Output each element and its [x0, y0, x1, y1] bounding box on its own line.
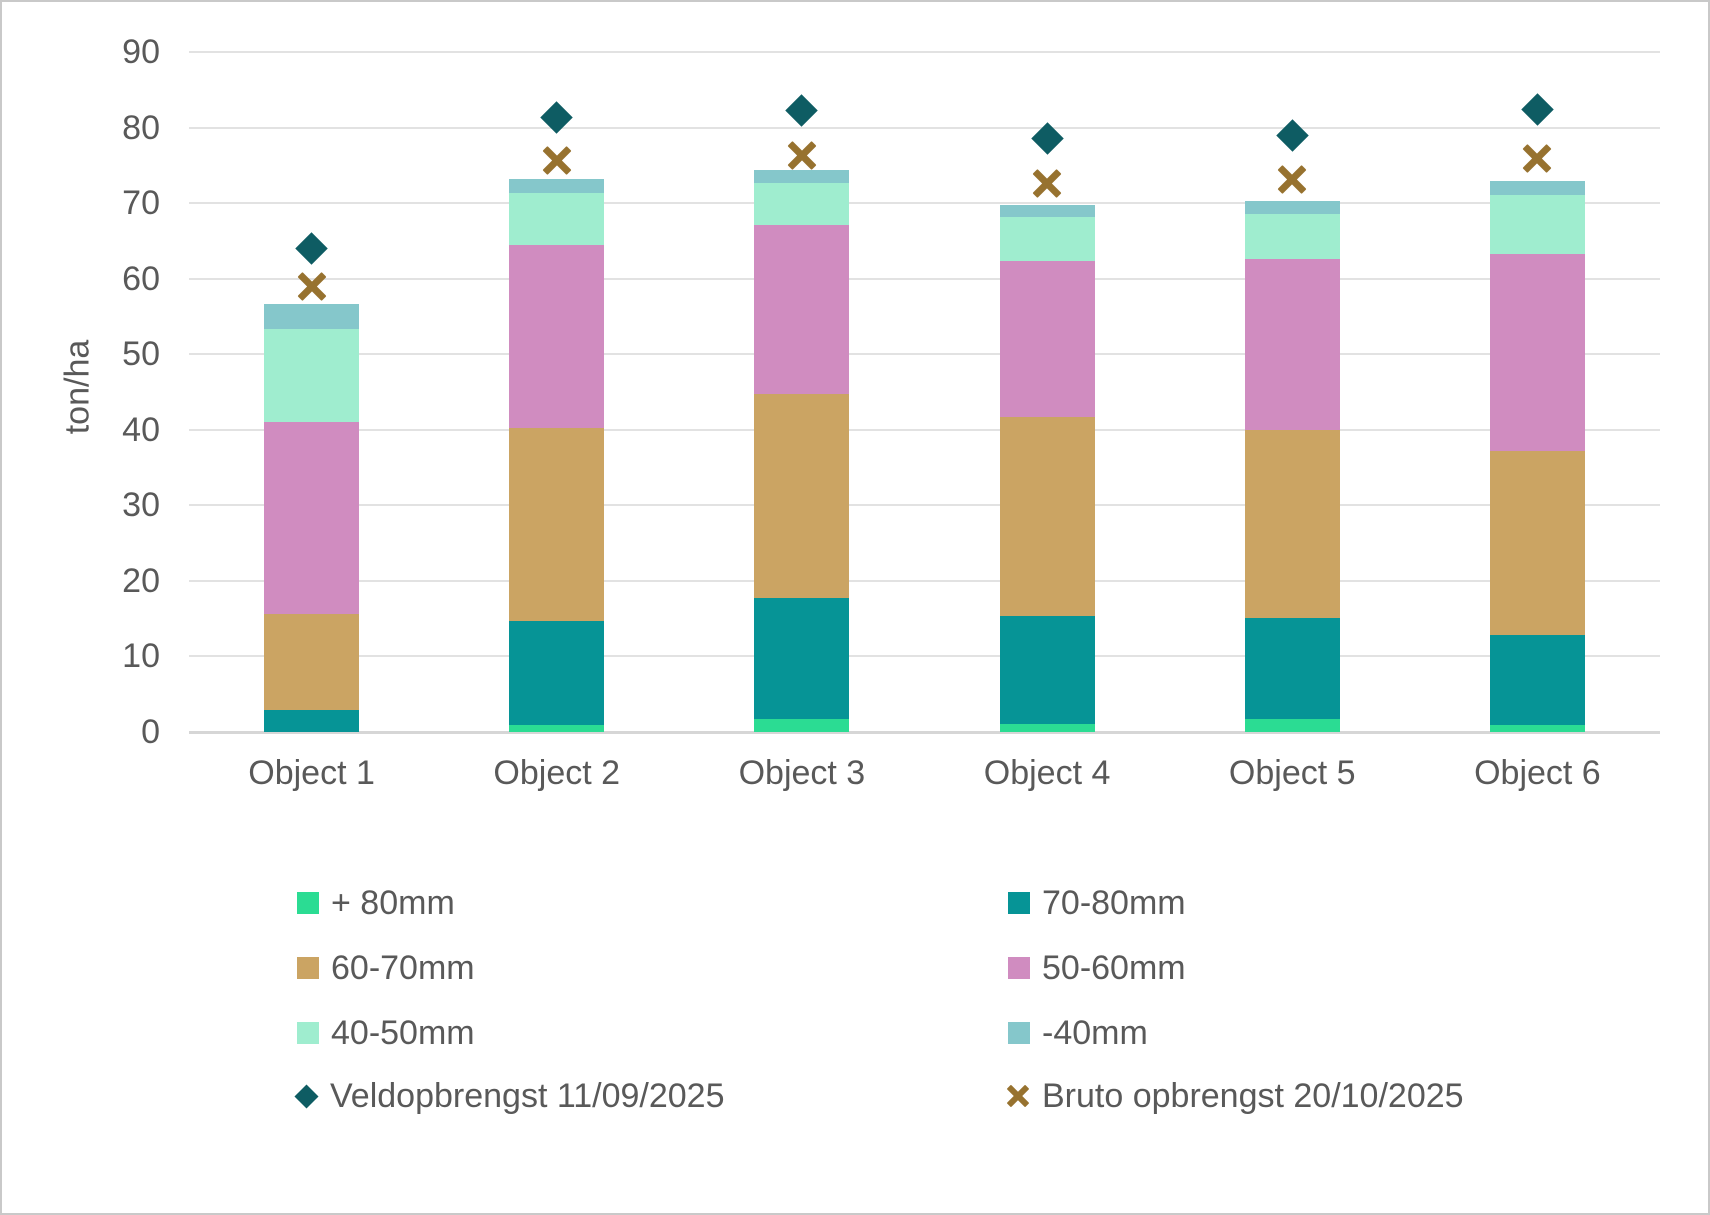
legend-label-plus80: + 80mm [331, 883, 455, 922]
bar-segment-70-80mm-object-1 [264, 710, 360, 732]
bar-segment-50-60mm-object-3 [754, 225, 850, 394]
y-tick-label-30: 30 [122, 486, 160, 525]
legend-swatch-40-50 [297, 1022, 319, 1044]
bar-segment-60-70mm-object-4 [999, 416, 1095, 616]
legend-item-veldopbrengst: Veldopbrengst 11/09/2025 [294, 1076, 725, 1116]
bar-segment-50-60mm-object-1 [264, 422, 360, 615]
bar-segment-+80mm-object-2 [509, 725, 605, 732]
bar-segment-70-80mm-object-6 [1489, 634, 1585, 726]
bruto-opbrengst-marker-object-2 [542, 146, 572, 176]
legend-label-50-60: 50-60mm [1042, 948, 1186, 987]
legend-item-plus80: + 80mm [297, 883, 455, 923]
gridline-70 [189, 202, 1660, 205]
x-category-label-object-5: Object 5 [1228, 754, 1356, 792]
legend-item-bruto-opbrengst: Bruto opbrengst 20/10/2025 [1006, 1076, 1464, 1116]
bar-segment-+80mm-object-6 [1489, 725, 1585, 732]
y-tick-label-80: 80 [122, 108, 160, 147]
y-tick-label-90: 90 [122, 33, 160, 71]
y-tick-label-70: 70 [122, 184, 160, 223]
legend-label-veldopbrengst: Veldopbrengst 11/09/2025 [330, 1076, 725, 1115]
x-category-label-object-4: Object 4 [983, 754, 1111, 792]
veldopbrengst-marker-object-1 [295, 232, 328, 265]
veldopbrengst-marker-object-2 [540, 101, 574, 134]
bruto-opbrengst-marker-object-5 [1277, 165, 1307, 195]
bar-segment-60-70mm-object-5 [1244, 429, 1340, 618]
gridline-90 [189, 51, 1660, 53]
y-tick-label-20: 20 [122, 561, 160, 600]
bar-segment-50-60mm-object-5 [1244, 259, 1340, 430]
gridline-30 [189, 504, 1660, 507]
diamond-icon [294, 1083, 319, 1109]
x-mark-icon [1006, 1084, 1030, 1108]
plot-area [189, 51, 1660, 734]
x-category-label-object-6: Object 6 [1474, 754, 1601, 792]
legend-item-70-80: 70-80mm [1008, 883, 1186, 923]
bruto-opbrengst-marker-object-4 [1032, 168, 1062, 198]
veldopbrengst-marker-object-5 [1275, 118, 1309, 152]
x-category-label-object-2: Object 2 [493, 754, 621, 792]
bruto-opbrengst-marker-object-3 [787, 141, 817, 171]
gridline-20 [189, 579, 1660, 582]
bar-segment-70-80mm-object-2 [509, 620, 605, 726]
bar-segment-60-70mm-object-2 [509, 428, 605, 621]
veldopbrengst-marker-object-6 [1521, 93, 1554, 126]
x-category-label-object-1: Object 1 [248, 754, 375, 792]
legend-item-minus40: -40mm [1008, 1013, 1148, 1053]
y-tick-label-60: 60 [122, 259, 160, 298]
y-tick-label-50: 50 [122, 335, 160, 374]
gridline-80 [189, 126, 1660, 129]
bar-segment--40mm-object-3 [754, 169, 850, 183]
y-tick-label-40: 40 [122, 410, 160, 449]
bar-segment-60-70mm-object-3 [754, 393, 850, 598]
legend-label-minus40: -40mm [1042, 1013, 1148, 1052]
bar-segment--40mm-object-5 [1244, 200, 1340, 214]
y-tick-label-10: 10 [122, 637, 160, 676]
legend-label-bruto-opbrengst: Bruto opbrengst 20/10/2025 [1042, 1076, 1464, 1115]
bar-segment-+80mm-object-5 [1244, 719, 1340, 732]
bar-segment-70-80mm-object-5 [1244, 617, 1340, 720]
bar-segment-40-50mm-object-5 [1244, 213, 1340, 260]
bar-segment--40mm-object-4 [999, 204, 1095, 217]
bar-segment-+80mm-object-4 [999, 723, 1095, 732]
bar-segment--40mm-object-6 [1489, 181, 1585, 195]
gridline-50 [189, 353, 1660, 356]
bar-segment-60-70mm-object-1 [264, 614, 360, 711]
gridline-10 [189, 655, 1660, 658]
legend-swatch-50-60 [1008, 957, 1030, 979]
bar-segment-50-60mm-object-2 [509, 244, 605, 429]
bar-segment-40-50mm-object-6 [1489, 194, 1585, 254]
bar-segment-40-50mm-object-1 [264, 329, 360, 423]
legend-item-60-70: 60-70mm [297, 948, 475, 988]
legend-label-70-80: 70-80mm [1042, 883, 1186, 922]
bar-segment-60-70mm-object-6 [1489, 450, 1585, 635]
x-axis-line [189, 731, 1660, 734]
bar-segment-40-50mm-object-2 [509, 192, 605, 245]
bruto-opbrengst-marker-object-1 [297, 271, 327, 301]
legend-item-40-50: 40-50mm [297, 1013, 475, 1053]
bar-segment-40-50mm-object-4 [999, 216, 1095, 262]
y-tick-label-0: 0 [141, 713, 160, 751]
bar-segment--40mm-object-2 [509, 178, 605, 193]
legend-swatch-70-80 [1008, 892, 1030, 914]
legend-item-50-60: 50-60mm [1008, 948, 1186, 988]
gridline-40 [189, 428, 1660, 431]
bar-segment-+80mm-object-3 [754, 719, 850, 732]
legend-swatch-60-70 [297, 957, 319, 979]
bar-segment-70-80mm-object-4 [999, 615, 1095, 724]
legend-swatch-plus80 [297, 892, 319, 914]
legend-label-40-50: 40-50mm [331, 1013, 475, 1052]
bar-segment-50-60mm-object-6 [1489, 253, 1585, 451]
bar-segment-70-80mm-object-3 [754, 597, 850, 720]
legend-swatch-minus40 [1008, 1022, 1030, 1044]
veldopbrengst-marker-object-3 [785, 94, 819, 128]
x-category-label-object-3: Object 3 [738, 754, 866, 792]
bar-segment-50-60mm-object-4 [999, 261, 1095, 417]
gridline-60 [189, 277, 1660, 280]
legend-label-60-70: 60-70mm [331, 948, 475, 987]
bar-segment-40-50mm-object-3 [754, 182, 850, 226]
bar-segment--40mm-object-1 [264, 304, 360, 330]
bruto-opbrengst-marker-object-6 [1522, 144, 1552, 174]
